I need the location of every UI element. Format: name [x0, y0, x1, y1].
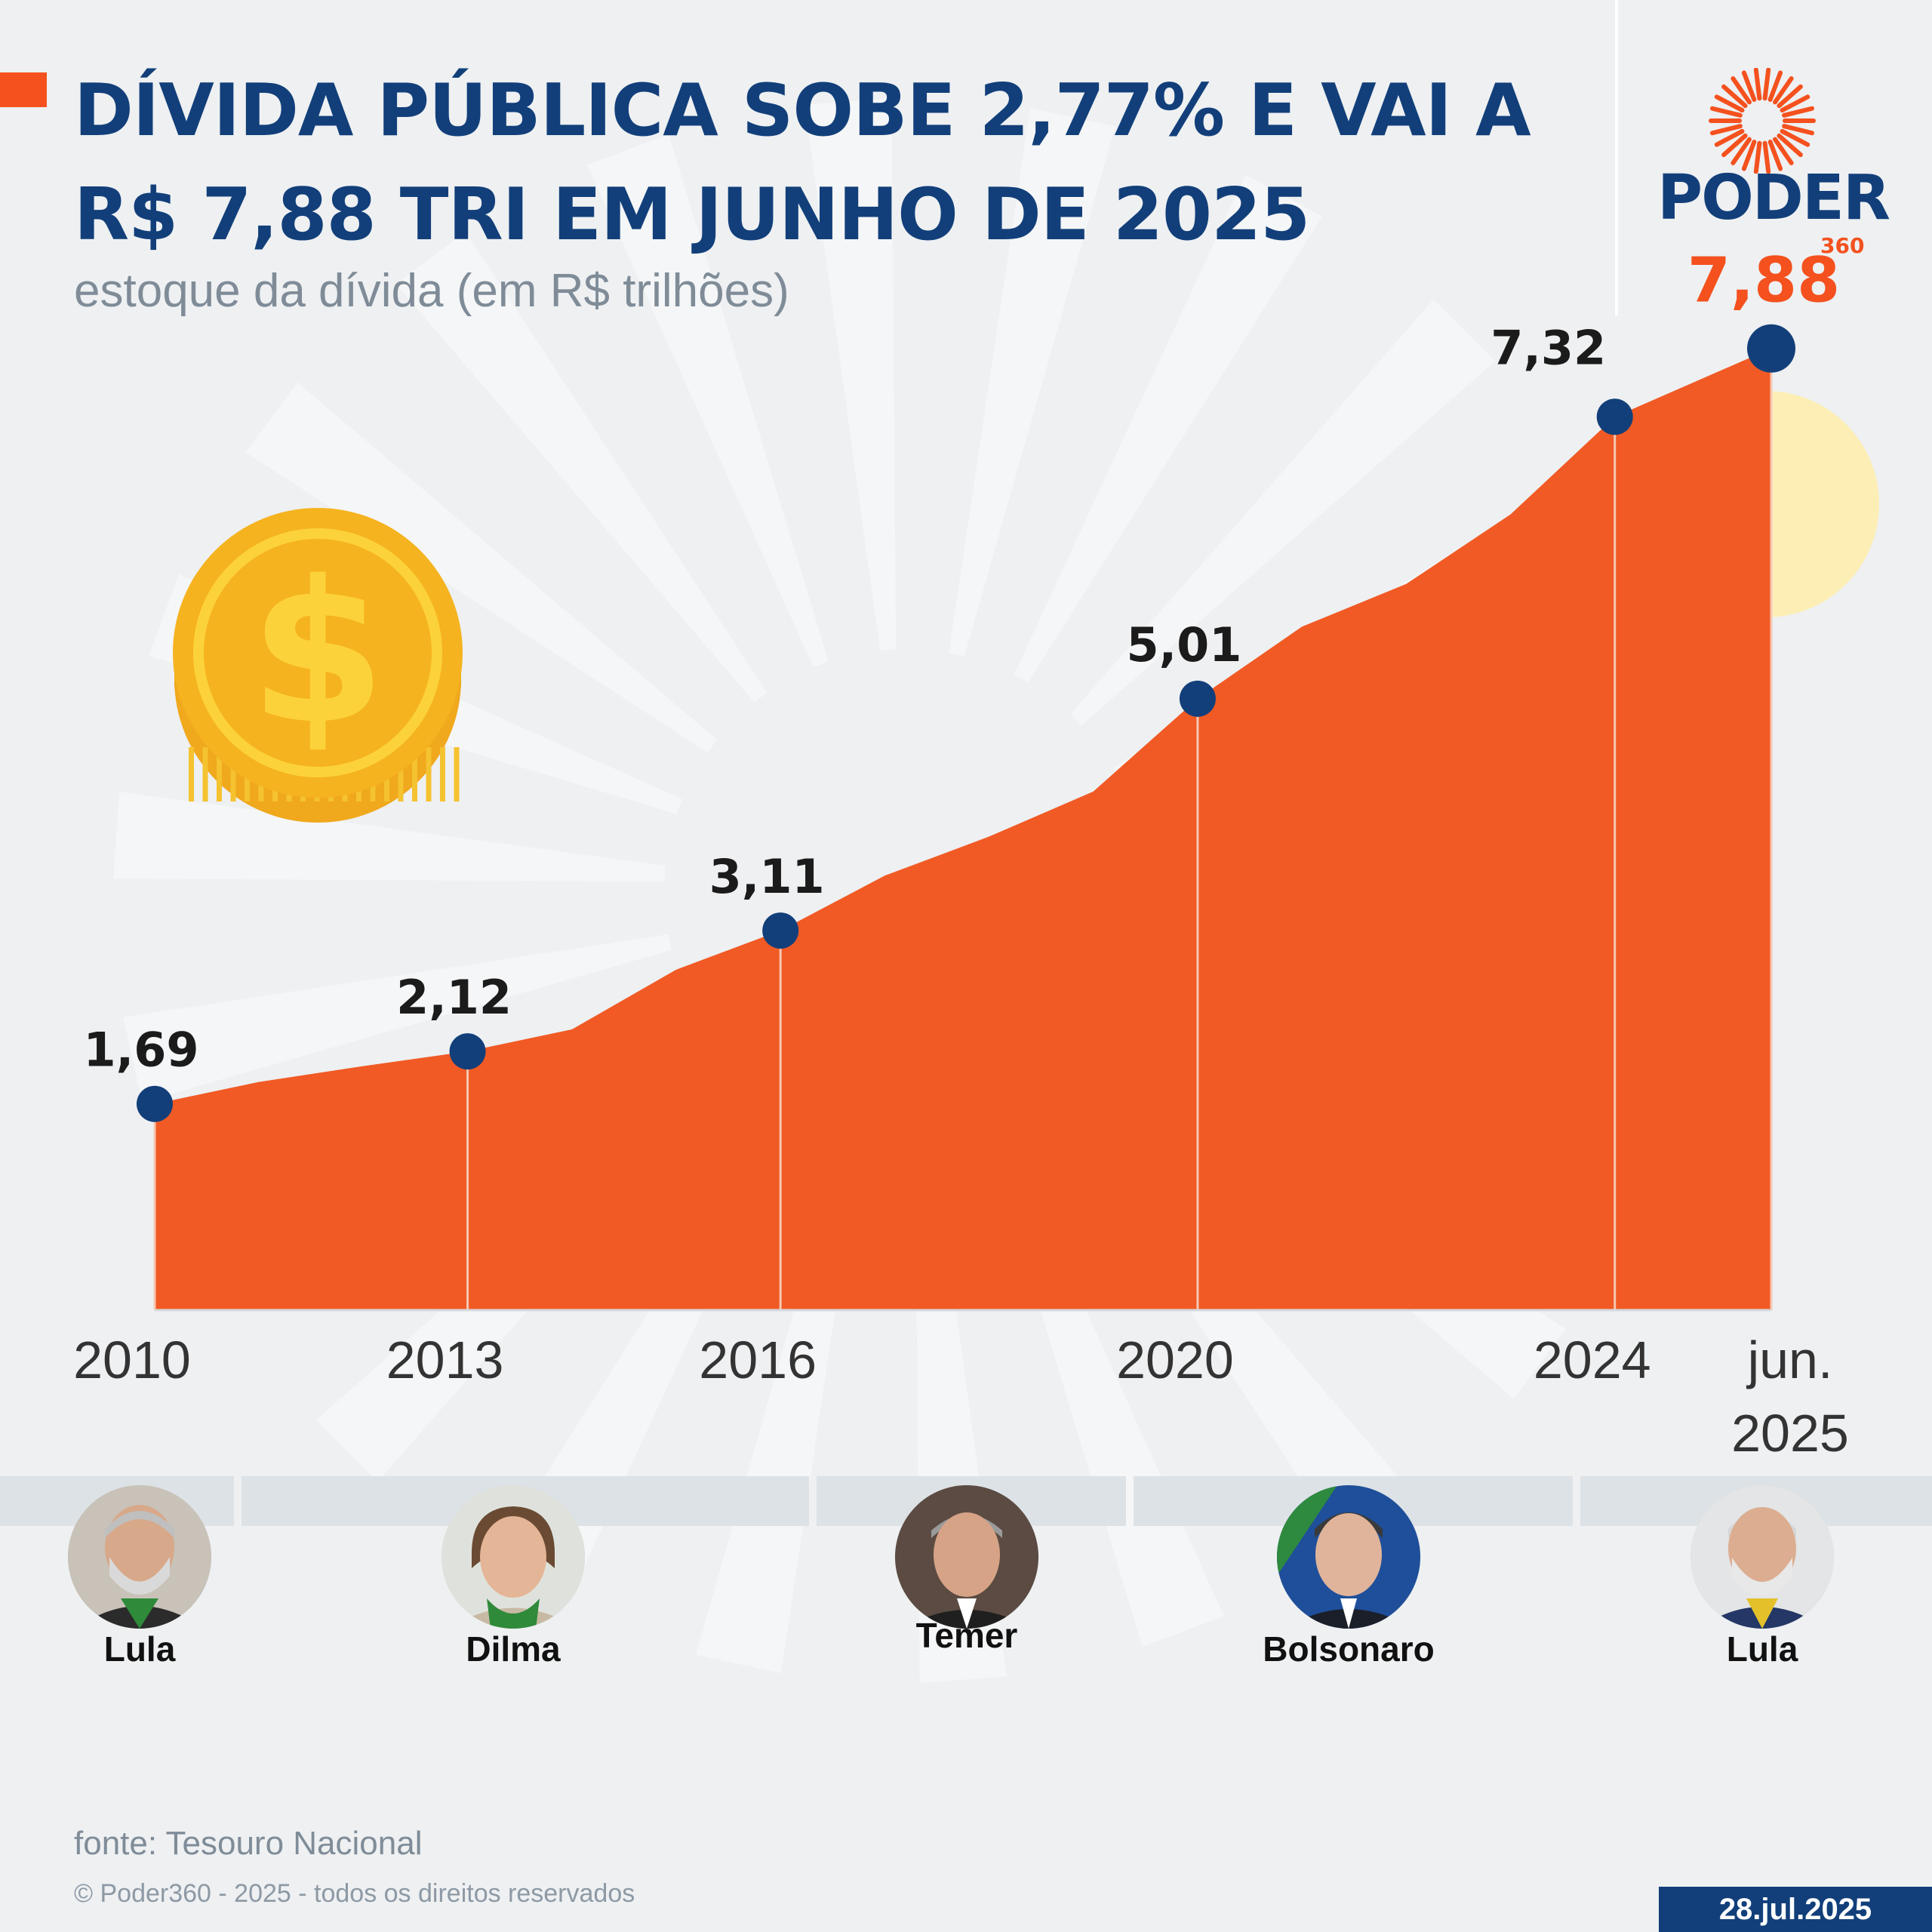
president-name: Dilma — [466, 1629, 561, 1669]
data-point — [762, 912, 799, 949]
sunburst-ray — [1767, 70, 1783, 102]
background-ray — [123, 934, 672, 1103]
sunburst-ray — [1709, 106, 1743, 118]
avatar-bolsonaro — [1277, 1485, 1420, 1629]
coin-ridge — [217, 747, 222, 801]
poder360-logo[interactable]: PODER 360 — [1645, 67, 1902, 264]
header-divider — [1615, 0, 1618, 315]
dollar-coin-icon: $ — [173, 508, 463, 823]
sunburst-ray — [1730, 137, 1752, 165]
x-tick-label: 2025 — [1731, 1404, 1849, 1463]
x-tick-label: 2020 — [1116, 1331, 1234, 1389]
data-point — [449, 1033, 486, 1070]
sunburst-ray — [1741, 140, 1757, 171]
sunburst-ray — [1714, 94, 1745, 113]
coin-ridge — [398, 747, 404, 801]
data-label: 7,88 — [1687, 245, 1840, 317]
data-label: 7,32 — [1491, 320, 1606, 375]
data-point — [1596, 398, 1633, 435]
coin-ridge — [454, 747, 460, 801]
svg-text:$: $ — [250, 540, 386, 768]
sunburst-ray — [1782, 106, 1815, 118]
sunburst-ray — [1782, 124, 1815, 136]
data-point — [1179, 680, 1216, 717]
avatar-lula-2 — [1690, 1485, 1834, 1629]
background-ray — [949, 108, 1115, 657]
data-point — [137, 1085, 173, 1122]
sunburst-icon — [1709, 67, 1816, 174]
president-name: Bolsonaro — [1263, 1629, 1435, 1669]
logo-number: 360 — [1820, 233, 1865, 258]
x-tick-label: 2013 — [386, 1331, 504, 1389]
coin-ridge — [230, 747, 236, 801]
sunburst-ray — [1721, 133, 1748, 158]
background-ray — [587, 134, 829, 668]
president-name: Lula — [103, 1629, 176, 1669]
sunburst-ray — [1709, 124, 1743, 136]
sunburst-ray — [1721, 84, 1748, 109]
page-title: DÍVIDA PÚBLICA SOBE 2,77% E VAI A R$ 7,8… — [74, 69, 1531, 257]
date-badge: 28.jul.2025 — [1659, 1887, 1932, 1932]
source-note: fonte: Tesouro Nacional — [74, 1825, 423, 1862]
x-tick-label: jun. — [1746, 1331, 1833, 1389]
sunburst-ray — [1741, 70, 1757, 102]
copyright-note: © Poder360 - 2025 - todos os direitos re… — [74, 1879, 635, 1908]
sunburst-ray — [1714, 128, 1745, 147]
area-chart: $ 1,69 2,12 3,11 5,01 7,32 7,88 2010 2013 2016 2… — [73, 245, 1879, 1463]
x-tick-label: 2024 — [1534, 1331, 1651, 1389]
x-tick-label: 2016 — [699, 1331, 817, 1389]
sunburst-ray — [1762, 140, 1771, 174]
sunburst-ray — [1780, 128, 1810, 147]
area-series — [155, 348, 1771, 1311]
coin-ridge — [412, 747, 417, 801]
background-ray — [1014, 174, 1322, 683]
data-label: 2,12 — [396, 970, 512, 1025]
sunburst-ray — [1773, 137, 1794, 165]
sunburst-ray — [1767, 140, 1783, 171]
coin-ridge — [189, 747, 194, 801]
data-label: 1,69 — [84, 1023, 199, 1078]
background-ray — [1070, 299, 1496, 725]
logo-word: PODER — [1657, 162, 1890, 234]
avatar-dilma — [441, 1485, 585, 1629]
coin-ridge — [440, 747, 445, 801]
sunburst-ray — [1780, 94, 1810, 113]
data-label: 5,01 — [1126, 617, 1241, 672]
sunburst-ray — [1753, 67, 1762, 101]
background-ray — [804, 98, 897, 651]
background-ray — [395, 231, 768, 703]
sunburst-ray — [1777, 133, 1803, 158]
avatar-lula — [68, 1485, 211, 1629]
president-name: Temer — [915, 1616, 1018, 1655]
chart-subtitle: estoque da dívida (em R$ trilhões) — [74, 265, 789, 317]
title-accent-bar — [0, 72, 47, 107]
president-name: Lula — [1726, 1629, 1798, 1669]
avatar-temer — [895, 1485, 1038, 1629]
sunburst-ray — [1753, 140, 1762, 174]
sunburst-ray — [1762, 67, 1771, 101]
coin-ridge — [426, 747, 432, 801]
x-tick-label: 2010 — [73, 1331, 191, 1389]
coin-ridge — [202, 747, 208, 801]
sunburst-ray — [1730, 76, 1752, 105]
background-ray — [113, 792, 666, 882]
sunburst-ray — [1773, 76, 1794, 105]
data-label: 3,11 — [709, 849, 825, 904]
data-point — [1747, 324, 1795, 373]
sunburst-ray — [1777, 84, 1803, 109]
background-ray — [245, 382, 718, 753]
